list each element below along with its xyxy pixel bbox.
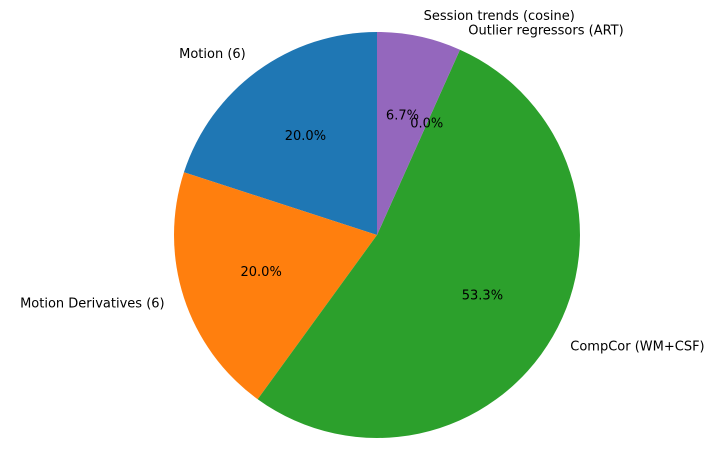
pie-slice-session-trends-cosine <box>377 32 460 235</box>
category-label-motion-6: Motion (6) <box>179 47 246 62</box>
percent-label-motion-derivatives-6: 20.0% <box>241 265 282 280</box>
category-label-motion-derivatives-6: Motion Derivatives (6) <box>20 297 165 312</box>
percent-label-compcor-wm-csf: 53.3% <box>462 289 503 304</box>
pie-slice-compcor-wm-csf <box>257 49 580 438</box>
category-label-compcor-wm-csf: CompCor (WM+CSF) <box>570 339 704 354</box>
percent-label-motion-6: 20.0% <box>285 129 326 144</box>
category-label-session-trends-cosine: Session trends (cosine) <box>424 9 575 24</box>
pie-slice-motion-derivatives-6 <box>174 172 377 400</box>
pie-slices <box>174 32 580 438</box>
percent-label-session-trends-cosine: 6.7% <box>386 108 419 123</box>
percent-labels: 20.0% 20.0% 53.3% 0.0%6.7% <box>241 108 504 303</box>
category-labels: Motion (6) Motion Derivatives (6) CompCor … <box>20 9 705 354</box>
percent-label-outlier-regressors-art: 0.0% <box>410 116 443 131</box>
pie-slice-motion-6 <box>183 32 377 235</box>
category-label-outlier-regressors-art: Outlier regressors (ART) <box>468 24 623 39</box>
